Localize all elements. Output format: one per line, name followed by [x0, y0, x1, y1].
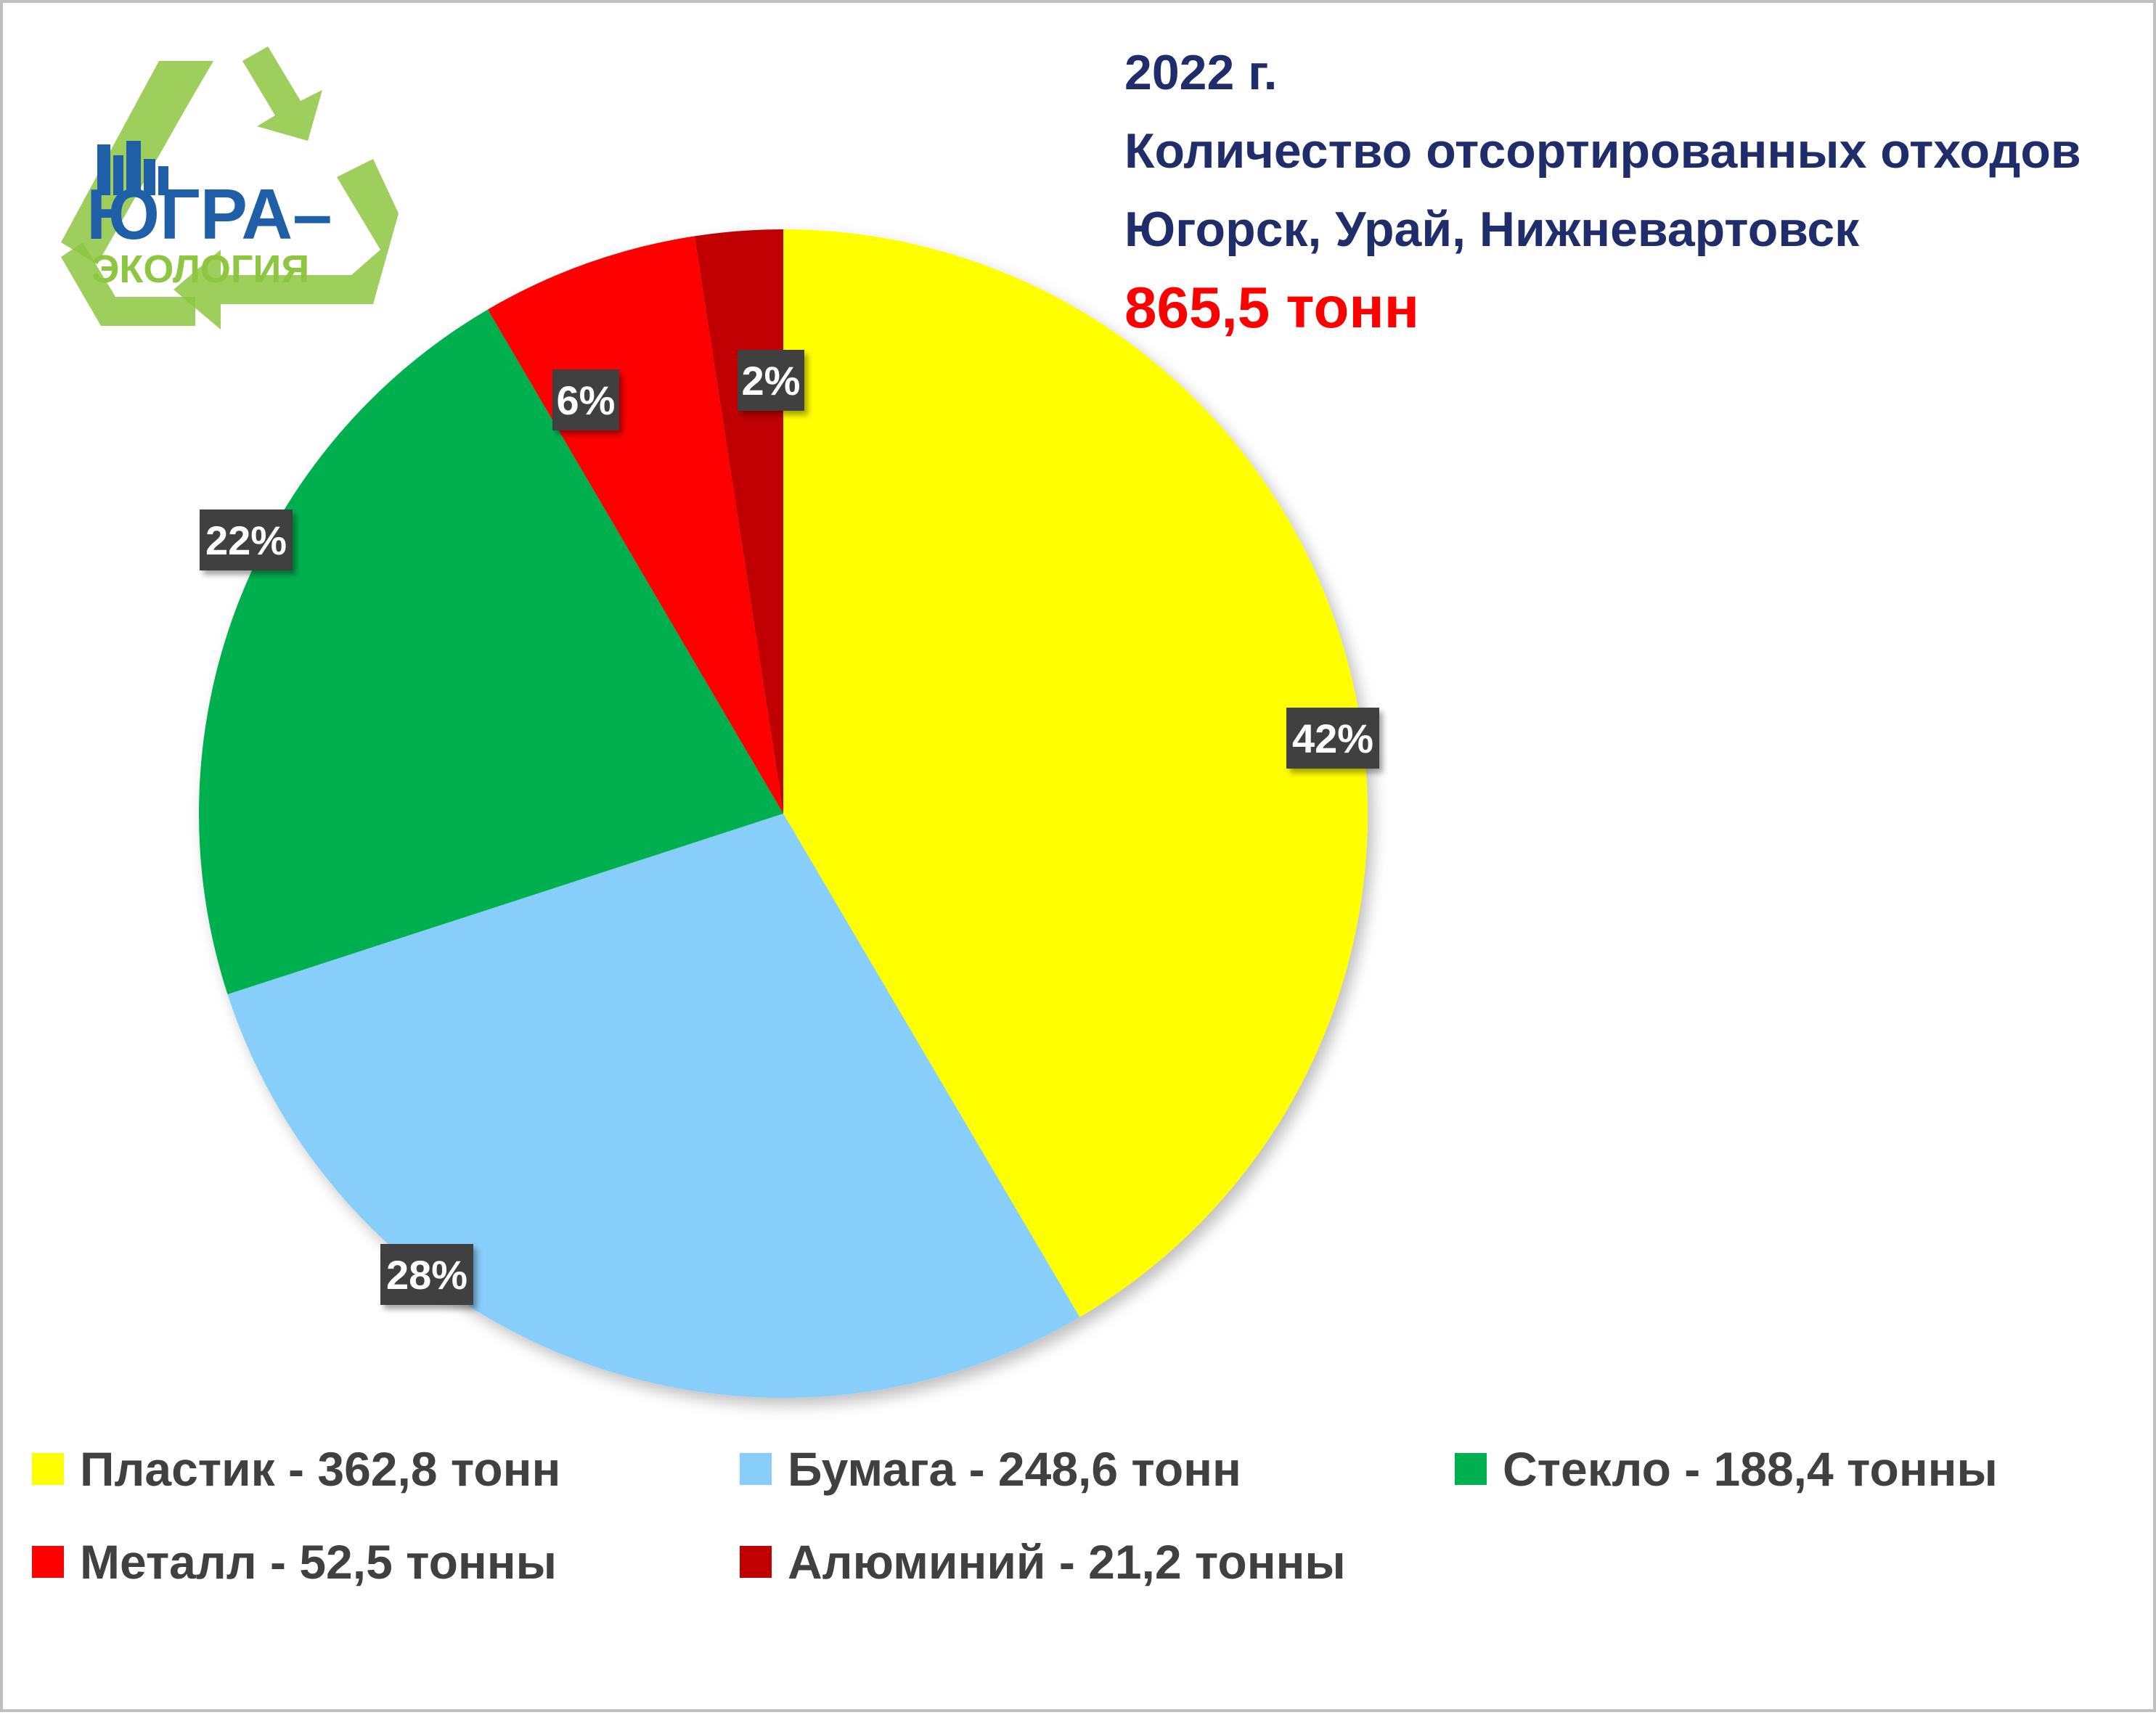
- data-label-text: 28%: [386, 1252, 467, 1298]
- legend-item-metal: Металл - 52,5 тонны: [32, 1522, 557, 1602]
- yugra-ecology-logo: ЮГРА– ЭКОЛОГИЯ: [61, 46, 399, 330]
- chart-legend: Пластик - 362,8 тонн Бумага - 248,6 тонн…: [32, 1429, 2137, 1618]
- legend-swatch: [1455, 1453, 1487, 1485]
- legend-label: Алюминий - 21,2 тонны: [788, 1535, 1346, 1589]
- data-label-text: 42%: [1292, 716, 1373, 761]
- legend-swatch: [32, 1546, 64, 1578]
- recycling-triangle-icon: [61, 46, 399, 330]
- pie-slice-plastic: [783, 229, 1368, 1317]
- logo-subtitle: ЭКОЛОГИЯ: [91, 247, 309, 291]
- legend-label: Стекло - 188,4 тонны: [1503, 1442, 1998, 1496]
- data-label-text: 22%: [205, 517, 287, 563]
- chart-title-block: 2022 г. Количество отсортированных отход…: [1124, 33, 2141, 347]
- legend-item-paper: Бумага - 248,6 тонн: [740, 1429, 1241, 1509]
- data-label-box: [380, 1244, 473, 1305]
- legend-item-aluminum: Алюминий - 21,2 тонны: [740, 1522, 1346, 1602]
- data-label-text: 6%: [557, 377, 616, 423]
- chart-title: Количество отсортированных отходов: [1124, 123, 2081, 179]
- legend-swatch: [740, 1546, 772, 1578]
- data-label-box: [200, 509, 293, 570]
- legend-label: Бумага - 248,6 тонн: [788, 1442, 1241, 1496]
- total-amount: 865,5 тонн: [1124, 275, 1420, 340]
- data-label-text: 2%: [742, 358, 801, 404]
- legend-swatch: [740, 1453, 772, 1485]
- legend-swatch: [32, 1453, 64, 1485]
- data-label-box: [1286, 708, 1379, 769]
- data-label-box: [552, 369, 619, 430]
- legend-item-glass: Стекло - 188,4 тонны: [1455, 1429, 1998, 1509]
- data-label-glass: 22%: [200, 509, 293, 570]
- data-label-metal: 6%: [552, 369, 619, 430]
- legend-label: Пластик - 362,8 тонн: [80, 1442, 561, 1496]
- data-label-plastic: 42%: [1286, 708, 1379, 769]
- legend-item-plastic: Пластик - 362,8 тонн: [32, 1429, 560, 1509]
- logo-title: ЮГРА–: [86, 174, 332, 254]
- title-year: 2022 г.: [1124, 45, 1278, 100]
- data-label-aluminum: 2%: [738, 350, 804, 411]
- data-label-box: [738, 350, 804, 411]
- pie-slice-glass: [198, 309, 783, 995]
- pie-chart: 42% 28% 22% 6% 2%: [198, 229, 1379, 1398]
- legend-label: Металл - 52,5 тонны: [80, 1535, 558, 1589]
- title-cities: Югорск, Урай, Нижневартовск: [1124, 202, 1860, 257]
- data-label-paper: 28%: [380, 1244, 473, 1305]
